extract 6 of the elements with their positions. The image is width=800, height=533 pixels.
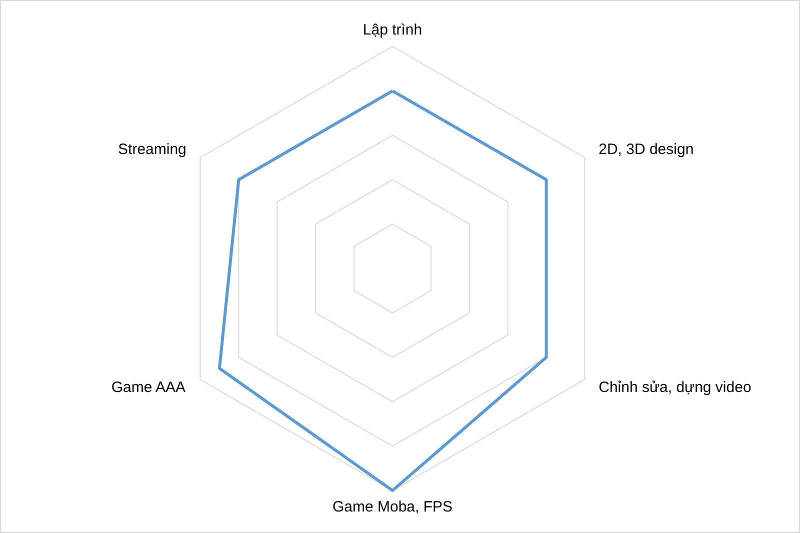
spoke-label: Lập trình [362, 22, 422, 38]
spoke-label: Game AAA [111, 379, 186, 396]
spoke-label: Game Moba, FPS [332, 498, 453, 516]
spoke-label: Streaming [118, 141, 186, 158]
spoke-label: Chỉnh sửa, dựng video [598, 379, 752, 396]
spoke-label: 2D, 3D design [598, 141, 694, 158]
